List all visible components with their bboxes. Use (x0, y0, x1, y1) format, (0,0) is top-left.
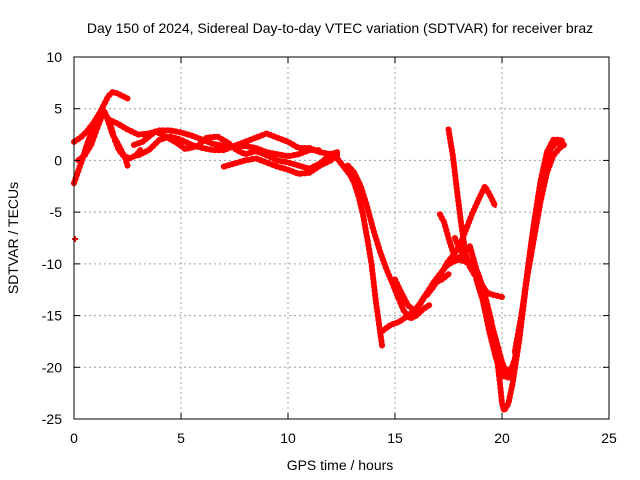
axis-ticks (73, 56, 610, 420)
series-track-16 (473, 136, 568, 381)
series-track-4 (105, 116, 324, 160)
y-tick-label: -10 (42, 256, 62, 272)
y-axis-label: SDTVAR / TECUs (5, 182, 21, 294)
series-markers (511, 141, 568, 355)
x-tick-label: 15 (387, 430, 403, 446)
data-traces (71, 89, 568, 414)
grid (74, 57, 609, 419)
series-track-14 (445, 126, 505, 300)
series-track-9 (344, 162, 433, 322)
series-markers (327, 151, 386, 350)
x-tick-label: 5 (177, 430, 185, 446)
x-tick-label: 10 (280, 430, 296, 446)
data-point-marker (72, 236, 79, 243)
series-markers (445, 126, 505, 300)
y-tick-label: -20 (42, 359, 62, 375)
chart-title: Day 150 of 2024, Sidereal Day-to-day VTE… (87, 20, 593, 36)
series-track-6 (130, 128, 334, 172)
y-tick-label: 5 (54, 101, 62, 117)
y-tick-label: -15 (42, 308, 62, 324)
series-markers (130, 128, 334, 172)
x-tick-label: 0 (70, 430, 78, 446)
series-markers (75, 107, 144, 164)
y-tick-label: 10 (46, 49, 62, 65)
y-tick-label: -25 (42, 411, 62, 427)
x-tick-label: 25 (601, 430, 617, 446)
series-markers (436, 211, 514, 376)
x-tick-label: 20 (494, 430, 510, 446)
x-axis-label: GPS time / hours (287, 457, 394, 473)
series-track-7 (220, 152, 341, 177)
series-outlier (72, 236, 79, 243)
y-tick-label: -5 (50, 204, 63, 220)
series-track-17 (511, 141, 568, 355)
series-markers (71, 89, 131, 145)
plot-frame (73, 56, 610, 420)
series-track-13 (436, 211, 514, 376)
series-track-1 (71, 89, 131, 145)
y-tick-labels: -25 -20 -15 -10 -5 0 5 10 (42, 49, 62, 427)
series-track-3 (75, 107, 144, 164)
series-markers (105, 116, 324, 160)
series-markers (220, 152, 341, 177)
series-markers (473, 136, 568, 381)
x-tick-labels: 0 5 10 15 20 25 (70, 430, 617, 446)
series-markers (344, 162, 433, 322)
y-tick-label: 0 (54, 152, 62, 168)
series-track-8 (327, 151, 386, 350)
